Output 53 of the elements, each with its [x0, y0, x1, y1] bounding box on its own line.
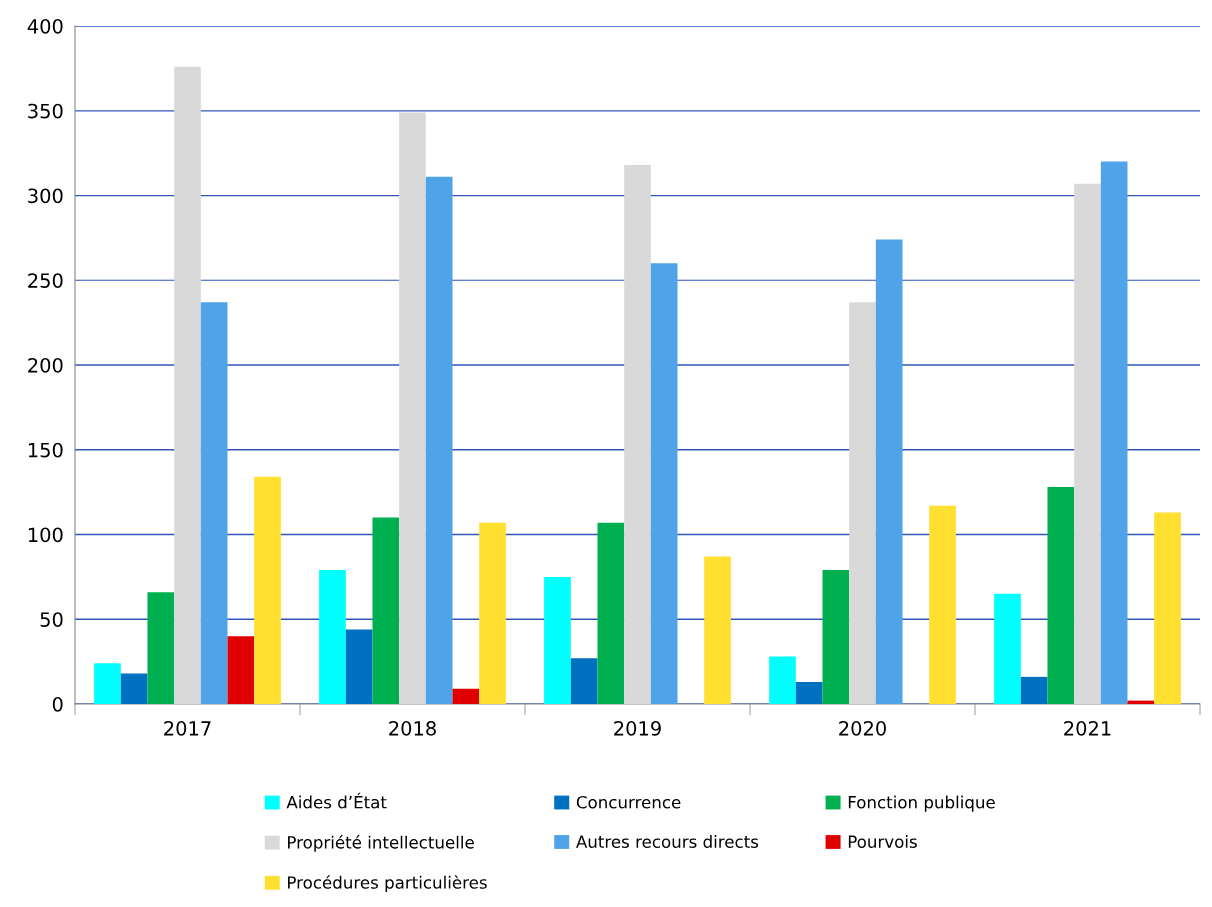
bar	[1020, 676, 1048, 704]
bar	[597, 522, 625, 704]
bar	[929, 505, 956, 704]
y-tick-label: 350	[28, 103, 63, 119]
bar	[994, 593, 1021, 704]
bar	[345, 629, 373, 704]
x-tick-label: 2021	[1064, 721, 1111, 736]
bar	[1100, 161, 1128, 704]
bar	[425, 176, 453, 704]
x-tick-label: 2017	[164, 721, 211, 736]
bar	[479, 522, 506, 704]
x-tick-label: 2019	[614, 721, 661, 736]
bar	[319, 570, 346, 704]
bar	[399, 112, 426, 704]
legend-label: Pourvois	[848, 835, 917, 848]
y-tick-label: 150	[28, 442, 63, 458]
bar	[254, 476, 281, 704]
legend-label: Aides d’État	[286, 792, 387, 809]
bar	[372, 517, 400, 704]
y-tick-label: 400	[27, 18, 63, 34]
bar	[1047, 487, 1075, 704]
bar	[704, 556, 731, 704]
legend-label: Procédures particulières	[288, 875, 487, 892]
bar	[544, 576, 571, 704]
bar	[769, 656, 796, 704]
bar	[650, 263, 678, 704]
bar	[822, 570, 850, 704]
bar	[875, 239, 903, 704]
bar	[174, 66, 201, 704]
bar	[849, 302, 876, 704]
bar	[624, 164, 651, 704]
legend-label: Fonction publique	[848, 795, 995, 812]
bar	[227, 636, 255, 704]
bar	[120, 673, 148, 704]
legend-label: Autres recours directs	[576, 835, 759, 848]
bar	[94, 663, 121, 704]
y-tick-label: 250	[28, 273, 63, 288]
legend-label: Concurrence	[576, 795, 681, 809]
bar	[200, 302, 228, 704]
x-tick-label: 2018	[389, 721, 436, 736]
bar	[1074, 183, 1101, 704]
y-tick-label: 50	[40, 612, 63, 627]
legend-label: Propriété intellectuelle	[288, 835, 474, 852]
bar	[570, 658, 598, 704]
bar	[147, 592, 175, 704]
y-tick-label: 300	[28, 188, 63, 204]
y-tick-label: 200	[28, 357, 63, 373]
bar	[795, 681, 823, 704]
y-tick-label: 0	[52, 696, 63, 712]
x-tick-label: 2020	[839, 721, 886, 736]
y-tick-label: 100	[28, 527, 63, 543]
bar	[1154, 512, 1181, 704]
bar	[452, 688, 480, 704]
